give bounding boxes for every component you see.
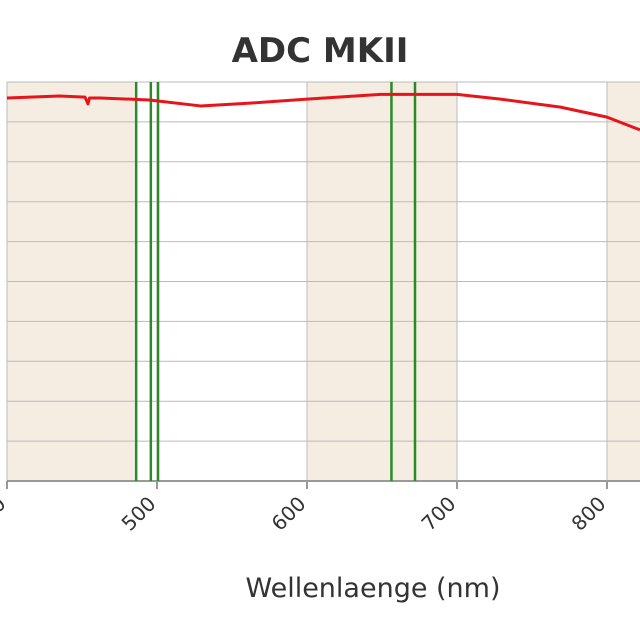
x-tick-label: 500	[117, 492, 161, 536]
x-axis-label: Wellenlaenge (nm)	[245, 573, 500, 604]
chart-title: ADC MKII	[232, 31, 409, 71]
x-tick-label: 600	[267, 492, 311, 536]
x-tick-label: 800	[567, 492, 611, 536]
x-tick-label: 700	[417, 492, 461, 536]
data-line	[6, 92, 640, 132]
x-tick-label: 400	[0, 492, 11, 536]
